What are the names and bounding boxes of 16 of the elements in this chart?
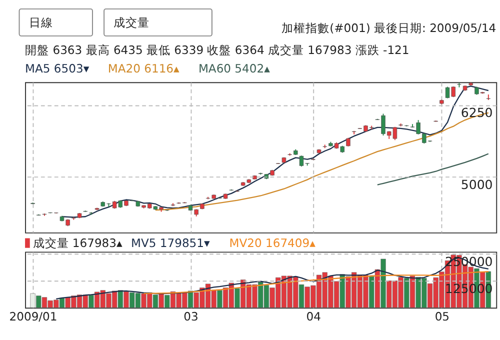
text: MV5 179851▾ xyxy=(131,236,210,250)
text: MA5 6503▾ xyxy=(25,62,90,76)
legend-label: 成交量 167983▴ xyxy=(32,236,123,250)
x-tick-label: 2009/01 xyxy=(9,310,58,324)
x-tick-label: 04 xyxy=(306,310,321,324)
text: MA20 6116▴ xyxy=(108,62,180,76)
y-tick-label: 5000 xyxy=(460,176,493,192)
x-tick-label: 03 xyxy=(184,310,198,324)
chart-subtitle: 開盤 6363 最高 6435 最低 6339 收盤 6364 成交量 167983 漲跌 -121 xyxy=(25,43,410,58)
y-tick-label: 6250 xyxy=(460,105,493,120)
x-tick-label: 05 xyxy=(434,310,450,324)
text: MV20 167409▴ xyxy=(229,236,316,250)
text: 成交量 xyxy=(114,15,150,30)
chart-title: 加權指數(#001) 最後日期: 2009/05/14 xyxy=(282,21,496,36)
text: MA60 5402▴ xyxy=(198,62,270,76)
text: 日線 xyxy=(28,15,53,30)
